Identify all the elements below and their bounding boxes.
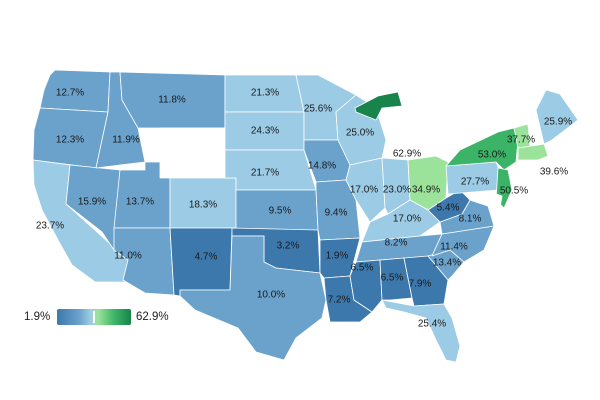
state-ME[interactable] [535,89,579,145]
state-DE [495,193,503,209]
state-label-VT: 37.7% [507,135,535,146]
state-label-GA: 7.9% [409,279,432,290]
state-label-AR: 1.9% [326,251,349,262]
state-value-labels: 12.7% 12.3% 23.7% 15.9% 11.9% 11.8% 13.7% 18.3%… [36,88,572,330]
state-label-WV: 5.4% [437,203,460,214]
state-NV[interactable] [65,164,121,251]
state-label-ID: 11.9% [112,135,140,146]
state-label-KS: 9.5% [269,206,292,217]
state-WY [159,127,226,179]
state-label-OR: 12.3% [56,135,84,146]
state-label-MO: 9.4% [325,208,348,219]
state-label-TX: 10.0% [257,290,285,301]
state-label-OH: 34.9% [412,185,440,196]
state-label-CA: 23.7% [36,221,64,232]
state-label-MI: 62.9% [393,149,421,160]
legend-min-label: 1.9% [24,311,51,323]
state-CT [513,159,533,173]
state-label-IN: 23.0% [383,185,411,196]
state-label-MT: 11.8% [158,95,186,106]
state-label-NV: 15.9% [78,197,106,208]
state-label-VA: 8.1% [459,214,482,225]
state-RI [531,159,539,169]
state-label-SD: 24.3% [251,126,279,137]
state-label-NM: 4.7% [195,252,218,263]
state-label-NE: 21.7% [251,168,279,179]
state-TX[interactable] [179,235,327,361]
state-label-WI: 25.0% [346,128,374,139]
state-label-AZ: 11.0% [114,251,142,262]
state-AL[interactable] [379,257,413,301]
state-label-NJ: 50.5% [500,186,528,197]
state-label-FL: 25.4% [418,319,446,330]
state-label-PA: 27.7% [461,177,489,188]
state-label-KY: 17.0% [393,214,421,225]
legend-max-label: 62.9% [136,311,169,323]
state-label-CO: 18.3% [189,200,217,211]
state-label-AL: 6.5% [381,273,404,284]
state-label-LA: 7.2% [328,295,351,306]
state-shapes [32,69,579,363]
state-label-ND: 21.3% [251,88,279,99]
state-label-MA: 39.6% [540,167,568,178]
state-label-MS: 6.5% [351,263,374,274]
state-label-NY: 53.0% [478,150,506,161]
state-MI[interactable] [354,91,403,121]
state-label-IA: 14.8% [308,161,336,172]
state-label-SC: 13.4% [433,258,461,269]
state-label-IL: 17.0% [350,185,378,196]
legend-marker [93,311,95,323]
state-label-TN: 8.2% [385,238,408,249]
state-label-UT: 13.7% [126,197,154,208]
state-label-MN: 25.6% [304,104,332,115]
state-label-OK: 3.2% [277,241,300,252]
state-FL[interactable] [381,299,461,363]
state-MD [469,193,497,207]
state-label-ME: 25.9% [544,117,572,128]
state-label-NC: 11.4% [440,242,468,253]
state-label-WA: 12.7% [56,88,84,99]
